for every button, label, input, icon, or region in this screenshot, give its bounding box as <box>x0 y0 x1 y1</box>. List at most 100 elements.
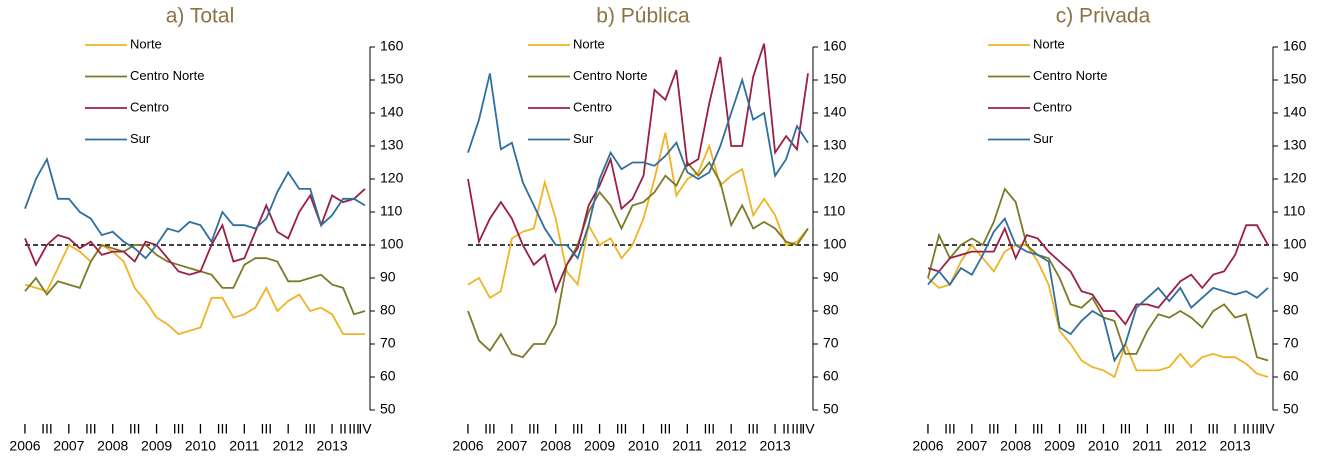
y-tick-label: 100 <box>1283 236 1307 252</box>
x-tick-label: III <box>703 421 715 437</box>
y-tick-label: 130 <box>1283 137 1307 153</box>
year-label: 2008 <box>97 438 128 454</box>
year-label: 2013 <box>317 438 348 454</box>
chart-title: a) Total <box>166 5 235 28</box>
series-line <box>467 43 809 294</box>
year-label: 2008 <box>1000 438 1031 454</box>
x-tick-label: I <box>1145 421 1149 437</box>
year-label: 2006 <box>9 438 40 454</box>
year-label: 2012 <box>716 438 747 454</box>
x-tick-label: III <box>616 421 628 437</box>
year-label: 2006 <box>452 438 483 454</box>
x-tick-label: I <box>773 421 777 437</box>
series-line <box>467 160 809 359</box>
x-tick-label: I <box>1014 421 1018 437</box>
legend-label: Sur <box>573 131 594 146</box>
x-tick-label: I <box>926 421 930 437</box>
series-line <box>467 132 809 300</box>
x-tick-label: III <box>944 421 956 437</box>
x-tick-label: III <box>217 421 229 437</box>
y-tick-label: 90 <box>380 269 396 285</box>
year-label: 2010 <box>1088 438 1119 454</box>
y-tick-label: 120 <box>1283 170 1307 186</box>
x-tick-label: I <box>642 421 646 437</box>
legend-label: Centro <box>573 99 612 114</box>
x-tick-label: I <box>1233 421 1237 437</box>
chart-title: b) Pública <box>596 5 690 28</box>
y-tick-label: 150 <box>823 71 847 87</box>
x-tick-label: I <box>554 421 558 437</box>
year-label: 2007 <box>956 438 987 454</box>
x-tick-label: I <box>1102 421 1106 437</box>
x-tick-label: III <box>528 421 540 437</box>
x-tick-label: I <box>23 421 27 437</box>
y-tick-label: 70 <box>823 335 839 351</box>
legend-label: Sur <box>1033 131 1054 146</box>
y-tick-label: 130 <box>823 137 847 153</box>
y-tick-label: 110 <box>823 203 846 219</box>
x-tick-label: III <box>1032 421 1044 437</box>
x-tick-label: II <box>782 421 790 437</box>
x-tick-label: III <box>747 421 759 437</box>
y-tick-label: 160 <box>1283 38 1307 54</box>
legend-label: Centro Norte <box>1033 68 1107 83</box>
y-tick-label: 50 <box>823 401 839 417</box>
y-tick-label: 90 <box>1283 269 1299 285</box>
legend-label: Centro <box>130 99 169 114</box>
x-tick-label: III <box>129 421 141 437</box>
y-tick-label: 160 <box>380 38 404 54</box>
y-tick-label: 120 <box>823 170 847 186</box>
x-tick-label: III <box>1251 421 1263 437</box>
year-label: 2007 <box>496 438 527 454</box>
y-tick-label: 60 <box>380 368 396 384</box>
legend-label: Norte <box>1033 36 1065 51</box>
x-tick-label: III <box>484 421 496 437</box>
x-tick-label: I <box>67 421 71 437</box>
year-label: 2010 <box>628 438 659 454</box>
year-label: 2007 <box>53 438 84 454</box>
y-tick-label: 140 <box>380 104 404 120</box>
x-tick-label: III <box>572 421 584 437</box>
year-label: 2009 <box>1044 438 1075 454</box>
x-tick-label: I <box>330 421 334 437</box>
x-tick-label: I <box>598 421 602 437</box>
x-tick-label: II <box>339 421 347 437</box>
y-tick-label: 150 <box>1283 71 1307 87</box>
year-label: 2013 <box>1220 438 1251 454</box>
year-label: 2013 <box>760 438 791 454</box>
year-label: 2011 <box>672 438 702 454</box>
y-tick-label: 70 <box>380 335 396 351</box>
x-tick-label: III <box>173 421 185 437</box>
year-label: 2009 <box>141 438 172 454</box>
x-tick-label: III <box>1120 421 1132 437</box>
x-tick-label: III <box>260 421 272 437</box>
legend-label: Centro <box>1033 99 1072 114</box>
series-line <box>927 187 1269 362</box>
x-tick-label: I <box>242 421 246 437</box>
x-tick-label: III <box>41 421 53 437</box>
x-tick-label: III <box>988 421 1000 437</box>
y-tick-label: 100 <box>380 236 404 252</box>
y-tick-label: 140 <box>1283 104 1307 120</box>
y-tick-label: 140 <box>823 104 847 120</box>
x-tick-label: I <box>1189 421 1193 437</box>
y-tick-label: 60 <box>1283 368 1299 384</box>
y-tick-label: 110 <box>1283 203 1306 219</box>
x-tick-label: IV <box>801 421 815 437</box>
series-line <box>467 73 809 261</box>
y-tick-label: 60 <box>823 368 839 384</box>
y-tick-label: 90 <box>823 269 839 285</box>
y-tick-label: 150 <box>380 71 404 87</box>
x-tick-label: I <box>729 421 733 437</box>
x-tick-label: II <box>1242 421 1250 437</box>
y-tick-label: 80 <box>1283 302 1299 318</box>
x-tick-label: I <box>970 421 974 437</box>
y-tick-label: 160 <box>823 38 847 54</box>
legend-label: Centro Norte <box>573 68 647 83</box>
series-line <box>24 156 366 260</box>
x-tick-label: IV <box>358 421 372 437</box>
year-label: 2012 <box>1176 438 1207 454</box>
chart-title: c) Privada <box>1056 5 1151 28</box>
legend-label: Sur <box>130 131 151 146</box>
